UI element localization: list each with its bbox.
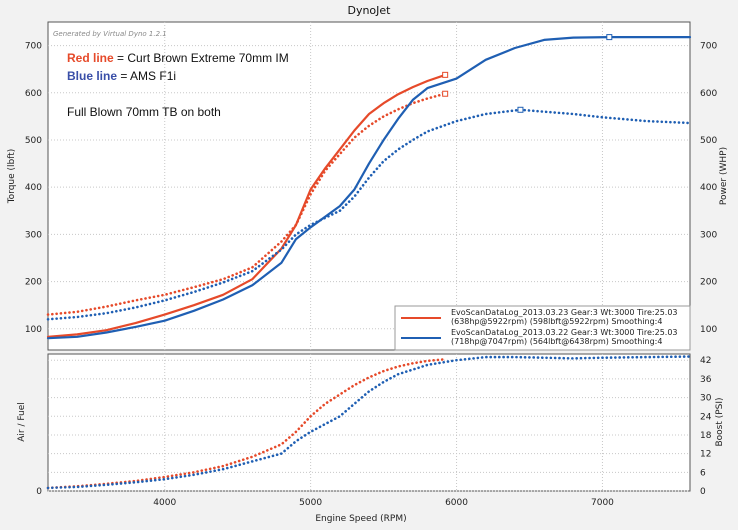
series-line-red-solid	[46, 73, 447, 338]
y-tick-label-left: 500	[25, 136, 42, 146]
legend: EvoScanDataLog_2013.03.23 Gear:3 Wt:3000…	[394, 305, 691, 351]
y-tick-label-left: 700	[25, 42, 42, 52]
y-tick-label-right: 6	[700, 468, 706, 478]
y-axis-label-boost: Boost (PSI)	[715, 397, 725, 446]
annotation-red-text: = Curt Brown Extreme 70mm IM	[114, 51, 289, 65]
y-tick-label-right: 600	[700, 89, 717, 99]
y-tick-label-right: 500	[700, 136, 717, 146]
y-axis-label-torque: Torque (lbft)	[7, 149, 17, 205]
y-tick-label-right: 36	[700, 375, 712, 385]
airfuel-boost-panel: 4000 5000 6000 7000 0 6 12 18 24 30 36 42 0	[36, 353, 712, 508]
y-tick-label-right: 30	[700, 394, 712, 404]
series-line-blue-dotted	[46, 108, 692, 321]
y-tick-label-right: 24	[700, 412, 712, 422]
y-tick-label-right: 100	[700, 325, 717, 335]
y-tick-label-right: 700	[700, 42, 717, 52]
peak-marker	[606, 34, 613, 41]
x-tick-label: 4000	[153, 498, 176, 508]
annotation-blue: Blue line = AMS F1i	[67, 69, 176, 83]
y-tick-label-left: 100	[25, 325, 42, 335]
y-axis-label-airfuel: Air / Fuel	[17, 402, 27, 442]
y-tick-label-right: 18	[700, 431, 712, 441]
x-axis-label: Engine Speed (RPM)	[315, 514, 406, 524]
y-tick-label-left: 200	[25, 278, 42, 288]
torque-power-panel: 100 100 200 200 300 300 400 400 500 500 600 600 700 7…	[25, 21, 717, 351]
generator-label: Generated by Virtual Dyno 1.2.1	[53, 30, 167, 38]
plot-area	[47, 21, 691, 351]
series-line-red-dotted	[46, 357, 447, 490]
x-tick-label: 7000	[591, 498, 614, 508]
y-tick-label-right: 200	[700, 278, 717, 288]
legend-entry-line1: EvoScanDataLog_2013.03.22 Gear:3 Wt:3000…	[451, 328, 678, 337]
y-tick-label-right: 400	[700, 183, 717, 193]
y-tick-label-right: 12	[700, 450, 711, 460]
y-tick-label-left: 400	[25, 183, 42, 193]
peak-marker	[442, 90, 449, 97]
y-tick-label-left: 600	[25, 89, 42, 99]
peak-marker	[442, 71, 449, 78]
legend-entry-line2: (718hp@7047rpm) (564lbft@6438rpm) Smooth…	[451, 337, 662, 346]
legend-entry-line2: (638hp@5922rpm) (598lbft@5922rpm) Smooth…	[451, 317, 662, 326]
y-tick-label-left: 0	[36, 487, 42, 497]
annotation-red: Red line = Curt Brown Extreme 70mm IM	[67, 51, 289, 65]
annotation-blue-text: = AMS F1i	[117, 69, 176, 83]
series-line-red-dotted	[46, 92, 447, 316]
annotation-red-label: Red line	[67, 51, 114, 65]
y-tick-label-right: 0	[700, 487, 706, 497]
x-tick-label: 6000	[445, 498, 468, 508]
legend-box	[394, 305, 691, 351]
annotation-blue-label: Blue line	[67, 69, 117, 83]
legend-entry-line1: EvoScanDataLog_2013.03.23 Gear:3 Wt:3000…	[451, 308, 678, 317]
annotation-note: Full Blown 70mm TB on both	[67, 105, 221, 119]
plot-area	[47, 353, 691, 492]
y-tick-label-left: 300	[25, 230, 42, 240]
y-tick-label-right: 300	[700, 230, 717, 240]
series-line-blue-dotted	[46, 355, 692, 490]
peak-marker	[517, 106, 524, 113]
series-line-blue-solid	[46, 35, 692, 340]
chart-title: DynoJet	[347, 4, 391, 17]
y-tick-label-right: 42	[700, 356, 711, 366]
y-axis-label-power: Power (WHP)	[719, 147, 729, 205]
x-tick-label: 5000	[299, 498, 322, 508]
